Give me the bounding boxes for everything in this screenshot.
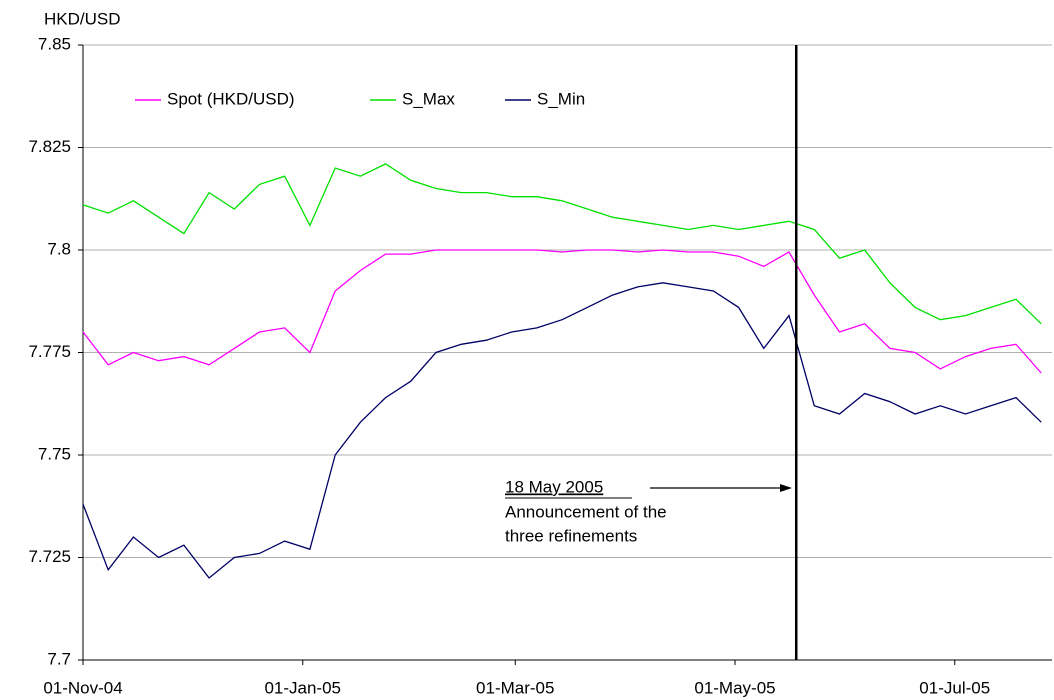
x-tick-label: 01-Mar-05 — [476, 678, 554, 697]
x-tick-label: 01-Jan-05 — [264, 678, 341, 697]
y-tick-label: 7.725 — [28, 547, 71, 566]
legend-label: S_Max — [402, 89, 455, 108]
annotation-title: 18 May 2005 — [505, 477, 603, 496]
annotation-line: three refinements — [505, 526, 637, 545]
x-tick-label: 01-Nov-04 — [43, 678, 122, 697]
y-tick-label: 7.75 — [38, 444, 71, 463]
annotation-line: Announcement of the — [505, 502, 667, 521]
series-line — [82, 163, 1042, 325]
y-tick-label: 7.7 — [47, 649, 71, 668]
legend-label: Spot (HKD/USD) — [167, 89, 295, 108]
y-tick-label: 7.775 — [28, 342, 71, 361]
legend-label: S_Min — [537, 89, 585, 108]
x-tick-label: 01-May-05 — [694, 678, 775, 697]
y-axis-label: HKD/USD — [44, 9, 121, 28]
y-tick-label: 7.825 — [28, 137, 71, 156]
series-line — [82, 282, 1042, 579]
annotation-arrowhead — [780, 484, 792, 492]
y-tick-label: 7.85 — [38, 34, 71, 53]
y-tick-label: 7.8 — [47, 239, 71, 258]
series-line — [82, 249, 1042, 374]
x-tick-label: 01-Jul-05 — [919, 678, 990, 697]
